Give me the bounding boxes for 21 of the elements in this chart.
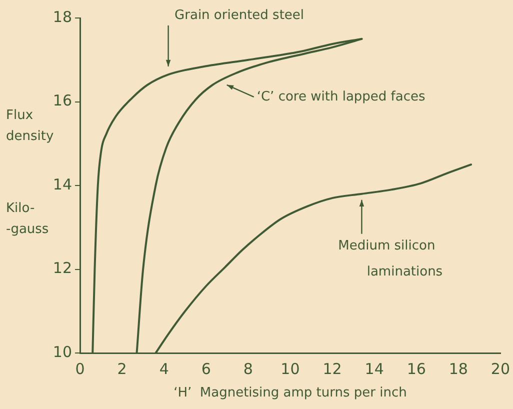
y-tick-label: 14 xyxy=(52,175,72,194)
annotation: Medium silicon laminations xyxy=(338,238,443,280)
annotation: Grain oriented steel xyxy=(174,8,304,23)
text: Flux density Kilo- -gauss xyxy=(6,108,54,237)
y-tick-label: 18 xyxy=(52,8,72,26)
x-tick-label: 0 xyxy=(75,360,85,378)
x-tick-label: 6 xyxy=(201,360,211,378)
x-tick-label: 20 xyxy=(490,360,510,378)
x-tick-label: 8 xyxy=(243,360,253,378)
x-tick-label: 16 xyxy=(406,360,426,378)
x-axis-title: ‘H’ Magnetising amp turns per inch xyxy=(174,385,407,400)
y-tick-label: 10 xyxy=(52,342,72,361)
x-tick-label: 2 xyxy=(117,360,127,378)
x-tick-label: 4 xyxy=(159,360,169,378)
x-tick-label: 14 xyxy=(364,360,384,378)
x-tick-label: 10 xyxy=(280,360,300,378)
y-tick-label: 16 xyxy=(52,92,72,110)
x-tick-label: 12 xyxy=(322,360,342,378)
x-tick-label: 18 xyxy=(448,360,468,378)
y-tick-label: 12 xyxy=(52,259,72,278)
annotation: ‘C’ core with lapped faces xyxy=(256,89,426,104)
